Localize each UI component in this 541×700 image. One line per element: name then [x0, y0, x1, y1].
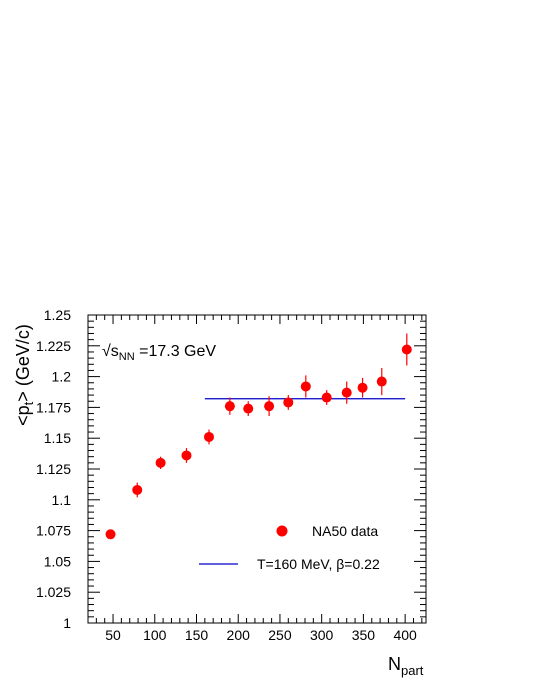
data-point — [401, 344, 412, 355]
y-tick-label: 1.1 — [52, 492, 72, 508]
legend-marker-na50 — [276, 525, 288, 537]
y-tick-label: 1.25 — [44, 307, 71, 323]
x-tick-label: 100 — [143, 627, 167, 643]
data-point — [264, 401, 275, 412]
data-point — [300, 381, 311, 392]
tick-labels-layer: 1 1.025 1.05 1.075 1.1 1.125 1.15 1.175 1.2 1.225… — [36, 307, 417, 643]
data-point — [224, 401, 235, 412]
y-tick-label: 1.125 — [36, 461, 71, 477]
y-tick-label: 1.025 — [36, 584, 71, 600]
y-tick-label: 1.075 — [36, 523, 71, 539]
data-point — [181, 450, 192, 461]
legend: NA50 data T=160 MeV, β=0.22 — [199, 523, 380, 572]
y-tick-label: 1 — [63, 615, 71, 631]
legend-label-model: T=160 MeV, β=0.22 — [257, 556, 380, 572]
y-tick-label: 1.15 — [44, 430, 71, 446]
x-tick-label: 50 — [105, 627, 121, 643]
x-tick-label: 250 — [268, 627, 292, 643]
y-tick-label: 1.175 — [36, 399, 71, 415]
y-tick-label: 1.05 — [44, 553, 71, 569]
data-points-layer — [105, 333, 412, 540]
data-point — [357, 382, 368, 393]
data-point — [376, 376, 387, 387]
data-point — [155, 457, 166, 468]
data-point — [105, 529, 116, 540]
data-point — [321, 392, 332, 403]
legend-label-na50: NA50 data — [312, 523, 378, 539]
ticks-layer — [87, 314, 426, 624]
data-point — [132, 484, 143, 495]
x-tick-label: 150 — [185, 627, 209, 643]
annotation-sqrt-s-nn: √sNN =17.3 GeV — [102, 343, 216, 363]
data-point — [341, 387, 352, 398]
x-axis-title: Npart — [388, 654, 424, 678]
y-tick-label: 1.225 — [36, 338, 71, 354]
x-tick-label: 400 — [393, 627, 417, 643]
data-point — [243, 403, 254, 414]
x-tick-label: 200 — [227, 627, 251, 643]
x-tick-label: 350 — [352, 627, 376, 643]
x-tick-label: 300 — [310, 627, 334, 643]
data-point — [204, 431, 215, 442]
y-tick-label: 1.2 — [52, 369, 72, 385]
y-axis-title: <pt> (GeV/c) — [13, 324, 36, 426]
data-point — [283, 397, 294, 408]
